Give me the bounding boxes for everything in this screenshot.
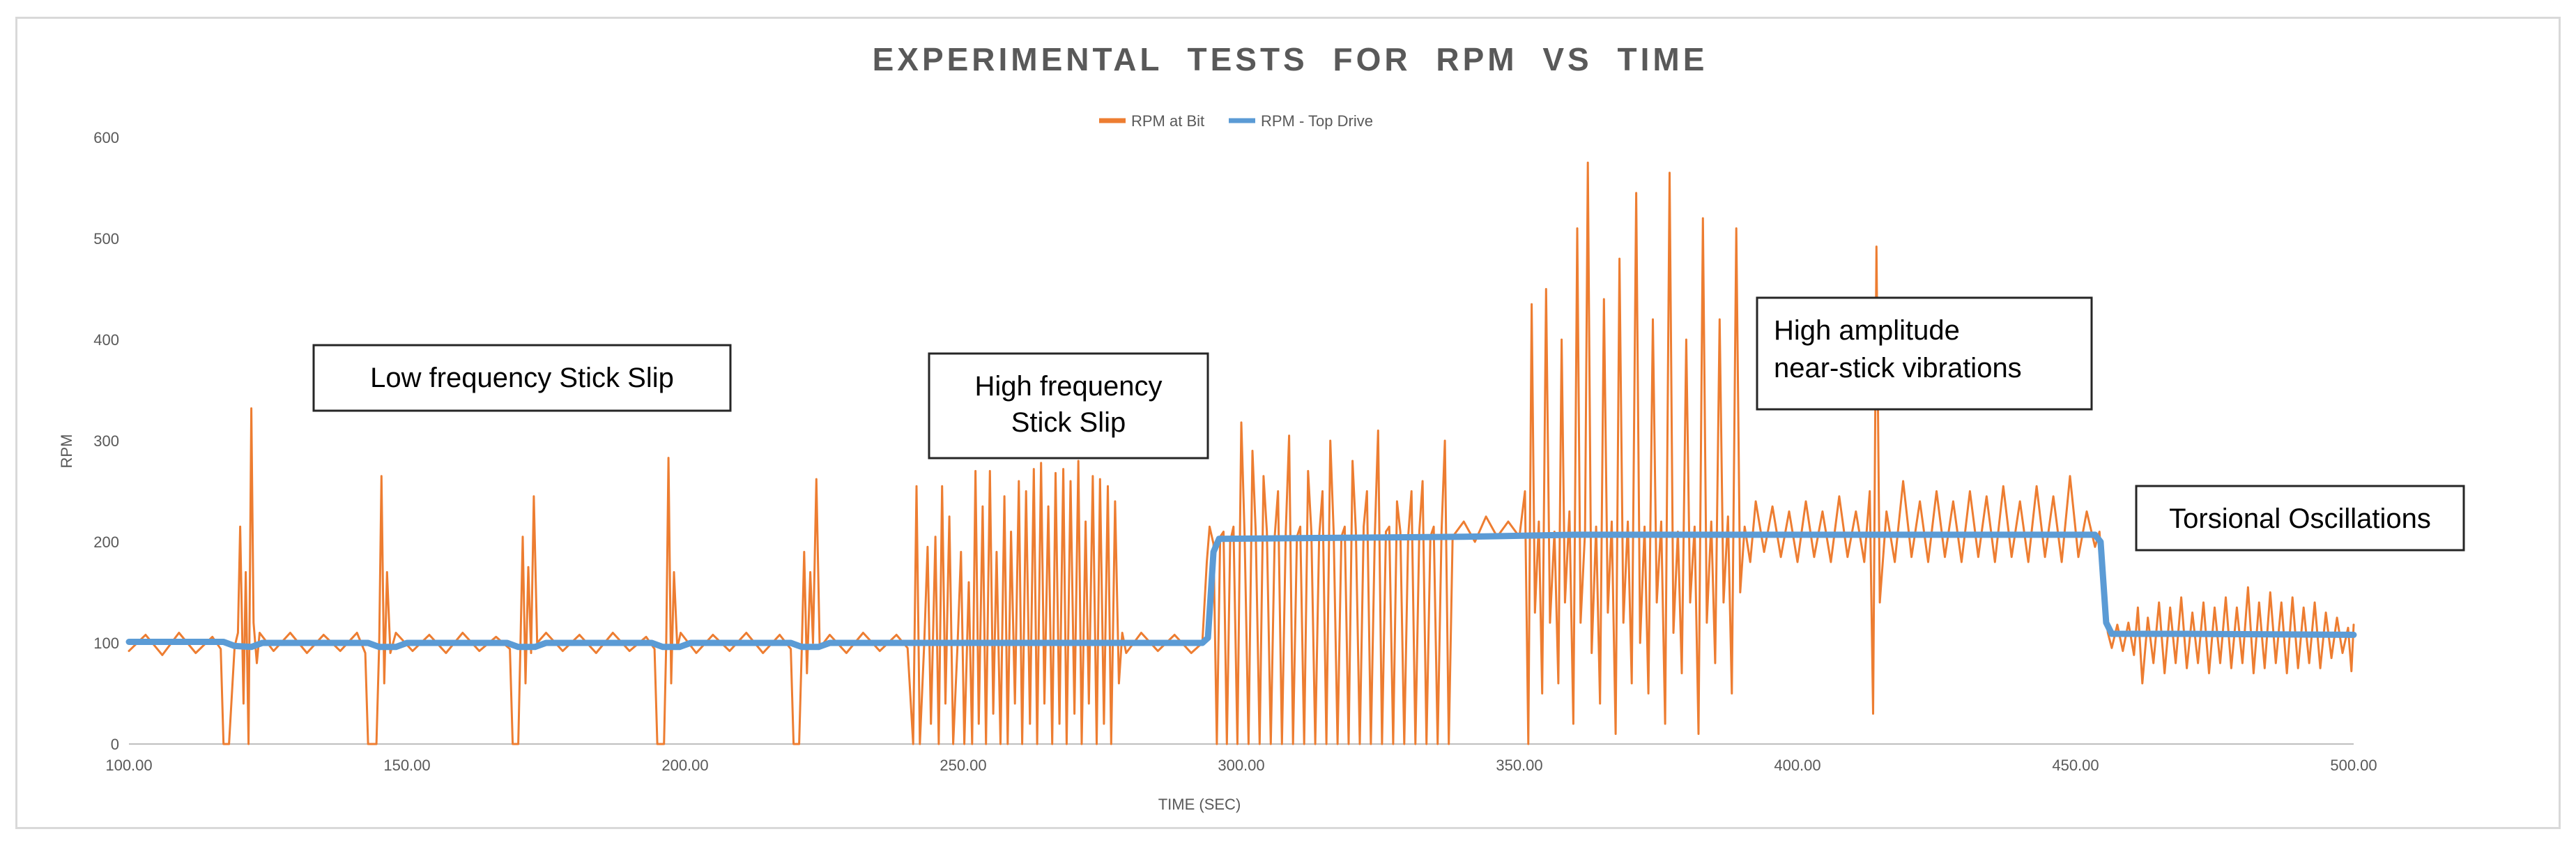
x-tick-label: 300.00 xyxy=(1218,757,1264,774)
y-tick-label: 0 xyxy=(111,736,119,753)
x-tick-label: 150.00 xyxy=(383,757,430,774)
annotation-text: High amplitude xyxy=(1774,315,1960,346)
x-tick-label: 450.00 xyxy=(2052,757,2099,774)
annotation-high-frequency-stick-slip: High frequency Stick Slip xyxy=(928,352,1209,460)
annotation-text: High frequency xyxy=(974,371,1162,402)
legend: RPM at Bit RPM - Top Drive xyxy=(1099,112,1373,130)
x-tick-label: 400.00 xyxy=(1774,757,1820,774)
annotation-box xyxy=(928,352,1209,460)
y-tick-label: 300 xyxy=(93,432,119,450)
x-axis-label: TIME (SEC) xyxy=(1158,796,1241,813)
annotation-text: Stick Slip xyxy=(1011,407,1126,438)
annotation-low-frequency-stick-slip: Low frequency Stick Slip xyxy=(312,344,732,412)
x-tick-label: 200.00 xyxy=(661,757,708,774)
x-tick-label: 100.00 xyxy=(105,757,152,774)
chart-frame: EXPERIMENTAL TESTS FOR RPM VS TIME RPM a… xyxy=(15,17,2561,829)
annotation-text: near-stick vibrations xyxy=(1774,353,2022,384)
legend-label-rpm-at-bit: RPM at Bit xyxy=(1131,112,1204,130)
annotation-high-amplitude-near-stick: High amplitude near-stick vibrations xyxy=(1756,296,2093,411)
chart-title: EXPERIMENTAL TESTS FOR RPM VS TIME xyxy=(873,41,1708,77)
annotation-box xyxy=(312,344,732,412)
annotation-text: Low frequency Stick Slip xyxy=(370,363,674,393)
y-tick-label: 100 xyxy=(93,635,119,652)
legend-label-rpm-top-drive: RPM - Top Drive xyxy=(1261,112,1373,130)
x-tick-label: 500.00 xyxy=(2330,757,2377,774)
series-line-rpm-top-drive xyxy=(125,531,2357,651)
x-tick-label: 250.00 xyxy=(940,757,986,774)
annotation-torsional-oscillations: Torsional Oscillations xyxy=(2135,485,2465,552)
x-axis-ticks: 100.00 150.00 200.00 250.00 300.00 350.00 400.… xyxy=(105,757,2377,774)
y-axis-ticks: 0 100 200 300 400 500 600 xyxy=(93,129,119,753)
y-tick-label: 600 xyxy=(93,129,119,146)
x-tick-label: 350.00 xyxy=(1496,757,1542,774)
y-tick-label: 500 xyxy=(93,230,119,248)
annotation-box xyxy=(1756,296,2093,411)
series-line-rpm-at-bit xyxy=(128,161,2355,745)
rpm-vs-time-chart: EXPERIMENTAL TESTS FOR RPM VS TIME RPM a… xyxy=(58,41,2465,813)
series-layer xyxy=(125,161,2357,745)
annotation-box xyxy=(2135,485,2465,552)
annotation-text: Torsional Oscillations xyxy=(2169,503,2431,534)
y-axis-label: RPM xyxy=(58,434,75,469)
y-tick-label: 400 xyxy=(93,331,119,349)
y-tick-label: 200 xyxy=(93,533,119,551)
